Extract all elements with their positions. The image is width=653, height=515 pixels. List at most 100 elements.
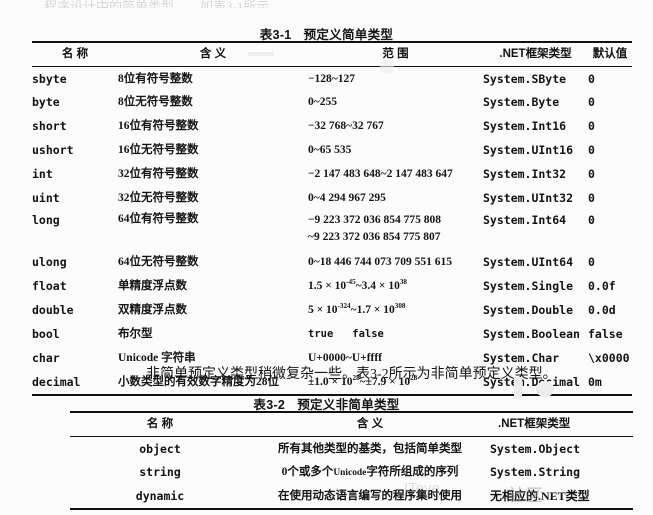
table1-cell-nettype: System.Int16: [483, 119, 567, 134]
body-paragraph: 非简单预定义类型稍微复杂一些。表3-2所示为非简单预定义类型。: [146, 367, 557, 382]
table2-caption: 表3-2 预定义非简单类型: [0, 394, 653, 413]
table2-caption-title: 预定义非简单类型: [297, 398, 400, 412]
table1-caption: 表3-1 预定义简单类型: [0, 24, 653, 43]
table1-cell-default: 0: [588, 212, 595, 227]
table1-cell-default: 0: [588, 255, 595, 270]
table2-header-nettype: .NET框架类型: [498, 418, 571, 431]
table2-cell-meaning: 所有其他类型的基类，包括简单类型: [278, 442, 462, 455]
table2-header-meaning: 含 义: [356, 418, 384, 431]
table1-cell-nettype: System.Int64: [483, 212, 567, 227]
table1-header-row: 名 称 含 义 范 围 .NET框架类型 默认值: [32, 42, 632, 67]
table1-cell-range: 0~65 535: [308, 144, 352, 157]
table1-cell-name: ulong: [32, 255, 67, 270]
table1-cell-default: 0: [588, 95, 595, 110]
table1-cell-nettype: System.Decimal: [483, 374, 580, 389]
table-row: decimal 小数类型的有效数字精度为28位 ±1.0 × 1028~±7.9…: [32, 371, 632, 395]
table2-cell-meaning: 0个或多个Unicode字符所组成的序列: [250, 461, 490, 485]
table1-cell-default: 0: [588, 119, 595, 134]
table-row: double 双精度浮点数 5 × 10-324~1.7 × 10308 Sys…: [32, 299, 632, 323]
table-row: char Unicode 字符串 U+0000~U+ffff System.Ch…: [32, 347, 632, 371]
table1-cell-range: ±1.0 × 1028~±7.9 × 1028: [308, 373, 418, 388]
table-row: dynamic 在使用动态语言编写的程序集时使用 无相应的.NET类型: [70, 485, 633, 509]
table1-cell-meaning: Unicode 字符串: [118, 352, 196, 365]
table1-cell-nettype: System.Int32: [483, 167, 567, 182]
table-row: float 单精度浮点数 1.5 × 10-45~3.4 × 1038 Syst…: [32, 275, 632, 299]
table1-cell-meaning: 单精度浮点数: [118, 280, 187, 293]
table1-cell-meaning: 32位有符号整数: [118, 168, 199, 181]
table1-cell-nettype: System.Boolean: [483, 327, 580, 342]
table1-cell-range: 0~4 294 967 295: [308, 192, 386, 205]
table1-cell-range: −128~127: [308, 72, 356, 85]
table1-cell-range: 0~18 446 744 073 709 551 615: [308, 256, 452, 269]
table1-header-nettype: .NET框架类型: [499, 48, 572, 61]
table2-cell-meaning: 在使用动态语言编写的程序集时使用: [278, 489, 462, 502]
table-row: ulong 64位无符号整数 0~18 446 744 073 709 551 …: [32, 251, 632, 275]
table1-cell-nettype: System.Double: [483, 303, 574, 318]
table1-cell-nettype: System.UInt16: [483, 143, 574, 158]
table1-cell-default: 0: [588, 191, 595, 206]
table2-cell-nettype: System.Object: [490, 441, 581, 456]
table-row: int 32位有符号整数 −2 147 483 648~2 147 483 64…: [32, 163, 632, 187]
table1-cell-default: 0.0f: [588, 279, 616, 294]
table1-cell-name: long: [32, 212, 60, 227]
table1-cell-meaning: 64位无符号整数: [118, 256, 199, 269]
meaning-part-small: Unicode: [333, 468, 367, 479]
table1-cell-nettype: System.Byte: [483, 95, 560, 110]
table-row: string 0个或多个Unicode字符所组成的序列 System.Strin…: [70, 461, 633, 485]
table1-cell-name: float: [32, 279, 67, 294]
table-predefined-nonsimple-types: 名 称 含 义 .NET框架类型 object 所有其他类型的基类，包括简单类型…: [70, 411, 633, 510]
table-row: bool 布尔型 true false System.Boolean false: [32, 323, 632, 347]
table1-cell-meaning: 16位无符号整数: [118, 144, 199, 157]
table1-cell-nettype: System.Char: [483, 351, 560, 366]
table1-cell-name: int: [32, 167, 53, 182]
table-row: byte 8位无符号整数 0~255 System.Byte 0: [32, 91, 632, 115]
table1-header-range: 范 围: [382, 48, 409, 61]
table1-cell-meaning: 布尔型: [118, 328, 153, 341]
table1-cell-nettype: System.SByte: [483, 71, 567, 86]
table-row: ushort 16位无符号整数 0~65 535 System.UInt16 0: [32, 139, 632, 163]
table1-header-meaning: 含 义: [199, 48, 227, 61]
table1-cell-range: true false: [308, 327, 384, 340]
table1-cell-meaning: 16位有符号整数: [118, 120, 199, 133]
table1-cell-name: uint: [32, 191, 60, 206]
table1-cell-default: 0: [588, 71, 595, 86]
table2-cell-name: object: [139, 441, 181, 456]
table1-header-name: 名 称: [61, 48, 89, 61]
table2-cell-nettype: 无相应的.NET类型: [490, 488, 590, 503]
table-row: short 16位有符号整数 −32 768~32 767 System.Int…: [32, 115, 632, 139]
table2-header-row: 名 称 含 义 .NET框架类型: [70, 412, 633, 437]
table1-cell-default: false: [588, 327, 623, 342]
table2-cell-name: dynamic: [135, 488, 185, 503]
table1-cell-default: \x0000: [588, 351, 630, 366]
table1-cell-name: bool: [32, 327, 60, 342]
table1-cell-range: U+0000~U+ffff: [308, 352, 383, 365]
table1-cell-nettype: System.Single: [483, 279, 574, 294]
meaning-part-post: 字符所组成的序列: [366, 466, 459, 479]
table1-cell-default: 0: [588, 167, 595, 182]
table2-header-name: 名 称: [146, 418, 174, 431]
table1-cell-meaning: 8位无符号整数: [118, 96, 193, 109]
table1-cell-meaning: 32位无符号整数: [118, 192, 199, 205]
table-row: uint 32位无符号整数 0~4 294 967 295 System.UIn…: [32, 187, 632, 211]
table1-cell-meaning: 双精度浮点数: [118, 304, 187, 317]
table1-header-default: 默认值: [592, 48, 628, 61]
table1-cell-range: −32 768~32 767: [308, 120, 384, 133]
cutoff-text-line: 程序设计中的简单类型……如表3-1所示: [44, 0, 270, 8]
table1-cell-meaning: 小数类型的有效数字精度为28位: [118, 375, 279, 388]
table1-cell-default: 0.0d: [588, 303, 616, 318]
table1-cell-range: 5 × 10-324~1.7 × 10308: [308, 302, 406, 317]
table1-cell-meaning: 64位有符号整数: [118, 212, 199, 225]
table1-cell-name: decimal: [32, 374, 81, 389]
table2-caption-number: 表3-2: [253, 398, 286, 412]
table1-cell-range: 1.5 × 10-45~3.4 × 1038: [308, 278, 407, 293]
table1-cell-meaning: 8位有符号整数: [118, 72, 193, 85]
table-row: sbyte 8位有符号整数 −128~127 System.SByte 0: [32, 66, 632, 91]
meaning-part-pre: 0个或多个: [281, 466, 334, 479]
table1-cell-default: 0m: [588, 374, 602, 389]
table1-cell-nettype: System.UInt64: [483, 255, 574, 270]
table1-caption-title: 预定义简单类型: [303, 28, 394, 42]
table1-cell-range-line1: −9 223 372 036 854 775 808: [308, 213, 442, 226]
table2-cell-name: string: [139, 465, 181, 480]
table1-cell-name: byte: [32, 95, 60, 110]
